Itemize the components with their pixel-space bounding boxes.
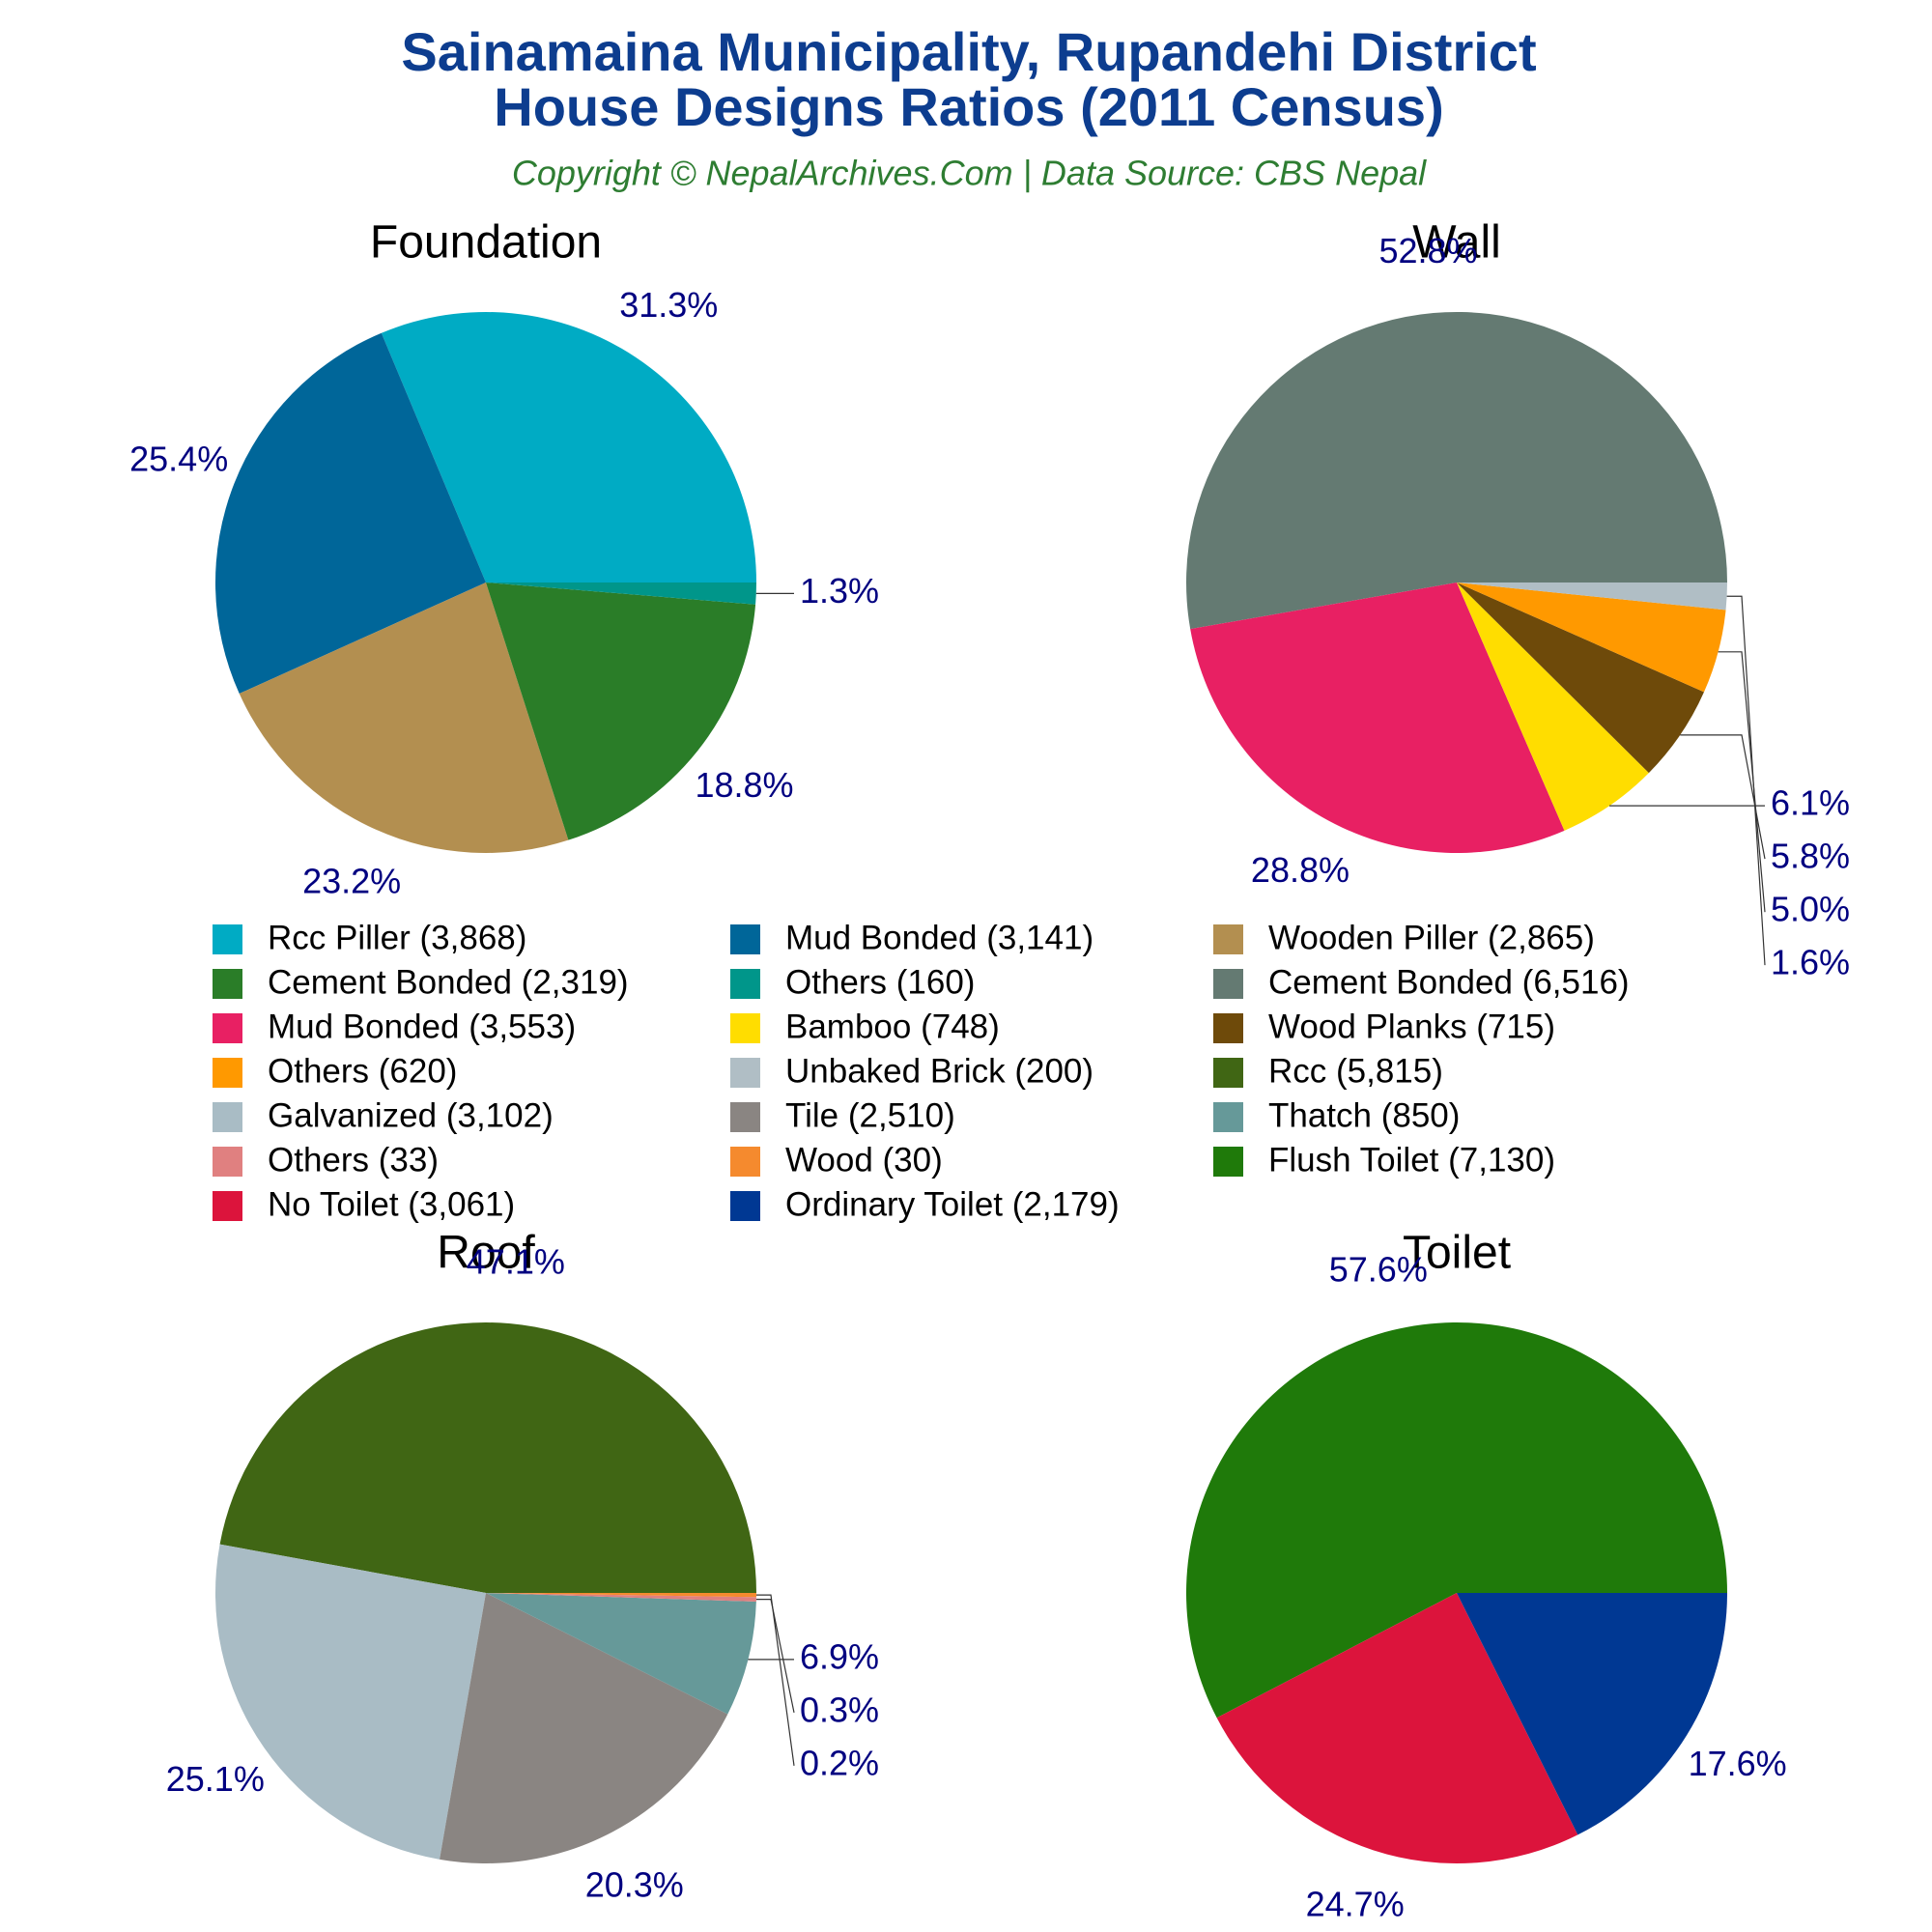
pie-slice	[1457, 582, 1726, 693]
legend-swatch	[1213, 1013, 1243, 1043]
data-label: 5.0%	[1771, 890, 1850, 929]
legend-label: Wooden Piller (2,865)	[1268, 919, 1595, 956]
legend-swatch	[1213, 969, 1243, 999]
legend-label: Wood (30)	[785, 1141, 943, 1179]
data-label: 6.1%	[1771, 783, 1850, 823]
legend-swatch	[213, 924, 242, 954]
data-label: 5.8%	[1771, 837, 1850, 876]
chart-title: Wall	[1412, 217, 1501, 269]
pie-slice	[1457, 582, 1727, 611]
legend-swatch	[213, 1102, 242, 1132]
legend-label: Others (620)	[268, 1052, 457, 1090]
pie-slice	[1186, 1322, 1727, 1719]
legend-label: No Toilet (3,061)	[268, 1185, 515, 1223]
legend-label: Rcc Piller (3,868)	[268, 919, 526, 956]
data-label: 6.9%	[800, 1636, 879, 1676]
pie-slice	[1457, 582, 1704, 774]
legend-swatch	[213, 969, 242, 999]
pie-slice	[219, 1321, 756, 1593]
legend-label: Galvanized (3,102)	[268, 1096, 554, 1134]
data-label: 0.3%	[800, 1690, 879, 1729]
data-label: 31.3%	[619, 285, 718, 325]
legend-label: Unbaked Brick (200)	[785, 1052, 1094, 1090]
legend-swatch	[213, 1147, 242, 1177]
legend-label: Mud Bonded (3,141)	[785, 919, 1094, 956]
legend-swatch	[213, 1013, 242, 1043]
legend-label: Wood Planks (715)	[1268, 1008, 1555, 1045]
page-title: Sainamaina Municipality, Rupandehi Distr…	[401, 21, 1536, 82]
legend-swatch	[1213, 1102, 1243, 1132]
pie-slice	[486, 582, 756, 840]
pie-slice	[486, 1593, 756, 1602]
data-label: 28.8%	[1251, 850, 1350, 890]
legend-swatch	[1213, 924, 1243, 954]
leader-line	[755, 1599, 795, 1713]
pie-slice	[1216, 1593, 1578, 1863]
pie-slice	[215, 332, 486, 695]
legend-swatch	[730, 969, 760, 999]
data-label: 23.2%	[302, 862, 401, 901]
pie-slice	[1457, 582, 1649, 831]
page-subtitle: Copyright © NepalArchives.Com | Data Sou…	[512, 154, 1427, 193]
pie-slice	[1190, 582, 1565, 854]
legend-swatch	[730, 924, 760, 954]
legend-label: Flush Toilet (7,130)	[1268, 1141, 1555, 1179]
legend-swatch	[1213, 1058, 1243, 1088]
chart-title: Foundation	[370, 217, 602, 269]
data-label: 25.1%	[166, 1759, 265, 1799]
data-label: 0.2%	[800, 1743, 879, 1782]
legend-swatch	[730, 1191, 760, 1221]
data-label: 1.6%	[1771, 943, 1850, 982]
pie-slice	[1186, 312, 1727, 630]
leader-line	[755, 1594, 795, 1766]
pie-slice	[381, 311, 756, 582]
legend-swatch	[730, 1058, 760, 1088]
data-label: 17.6%	[1689, 1744, 1787, 1783]
chart-title: Toilet	[1403, 1228, 1511, 1279]
chart-title: Roof	[437, 1228, 535, 1279]
leader-line	[1680, 734, 1766, 860]
legend-swatch	[730, 1102, 760, 1132]
page-title: House Designs Ratios (2011 Census)	[494, 76, 1443, 137]
legend-label: Cement Bonded (2,319)	[268, 963, 629, 1001]
legend-label: Mud Bonded (3,553)	[268, 1008, 576, 1045]
pie-slice	[486, 582, 756, 605]
legend-swatch	[730, 1013, 760, 1043]
leader-line	[1726, 595, 1766, 966]
pie-slice	[440, 1593, 728, 1863]
pie-slice	[486, 1593, 756, 1598]
legend-swatch	[213, 1191, 242, 1221]
data-label: 18.8%	[695, 765, 793, 805]
pie-slice	[239, 582, 569, 854]
legend-label: Bamboo (748)	[785, 1008, 1000, 1045]
legend-label: Ordinary Toilet (2,179)	[785, 1185, 1120, 1223]
legend-swatch	[730, 1147, 760, 1177]
data-label: 24.7%	[1306, 1884, 1405, 1923]
legend-label: Thatch (850)	[1268, 1096, 1460, 1134]
legend-label: Rcc (5,815)	[1268, 1052, 1443, 1090]
pie-slice	[486, 1593, 756, 1715]
leader-line	[1718, 651, 1766, 913]
data-label: 25.4%	[129, 439, 228, 478]
legend-label: Cement Bonded (6,516)	[1268, 963, 1630, 1001]
data-label: 1.3%	[800, 571, 879, 611]
data-label: 52.8%	[1378, 231, 1477, 270]
legend-label: Tile (2,510)	[785, 1096, 955, 1134]
legend-swatch	[213, 1058, 242, 1088]
legend-swatch	[1213, 1147, 1243, 1177]
data-label: 57.6%	[1329, 1250, 1428, 1290]
data-label: 47.1%	[467, 1241, 565, 1281]
legend-label: Others (33)	[268, 1141, 439, 1179]
pie-slice	[214, 1544, 486, 1860]
legend-label: Others (160)	[785, 963, 975, 1001]
pie-slice	[1457, 1593, 1727, 1835]
data-label: 20.3%	[585, 1865, 684, 1905]
